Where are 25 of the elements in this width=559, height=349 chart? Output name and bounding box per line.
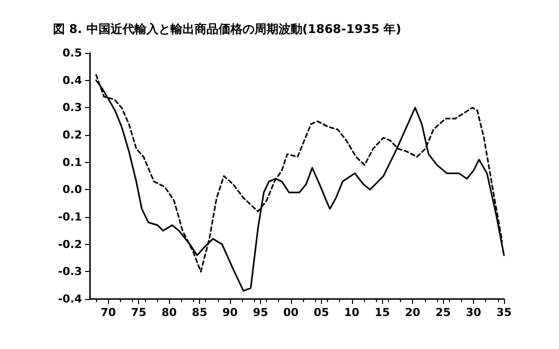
y-tick-label: -0.2 [58, 238, 82, 251]
x-tick-label: 20 [405, 306, 421, 319]
y-tick-label: -0.4 [58, 292, 82, 306]
x-tick-label: 00 [283, 306, 299, 319]
x-tick-label: 30 [466, 306, 482, 319]
y-tick-label: 0.2 [62, 128, 82, 142]
y-tick-label: -0.3 [58, 265, 82, 278]
x-tick-label: 15 [374, 306, 390, 319]
y-tick-label: 0.5 [62, 46, 82, 60]
x-tick-label: 90 [222, 306, 238, 319]
chart-title: 図 8. 中国近代輸入と輸出商品価格の周期波動(1868-1935 年) [53, 22, 402, 36]
x-tick-label: 85 [192, 306, 208, 319]
x-tick-label: 75 [131, 306, 146, 319]
x-tick-label: 35 [496, 306, 512, 319]
y-tick-label: 0.0 [62, 183, 82, 196]
y-tick-label: 0.4 [62, 74, 82, 87]
y-tick-label: 0.1 [62, 156, 82, 169]
x-tick-label: 10 [344, 306, 360, 319]
x-tick-label: 70 [100, 306, 116, 319]
y-tick-label: -0.1 [58, 210, 82, 224]
x-tick-label: 95 [252, 306, 268, 319]
x-tick-label: 05 [314, 306, 330, 319]
y-tick-label: 0.3 [62, 101, 82, 114]
x-tick-label: 80 [161, 306, 178, 319]
x-tick-label: 25 [435, 306, 451, 319]
